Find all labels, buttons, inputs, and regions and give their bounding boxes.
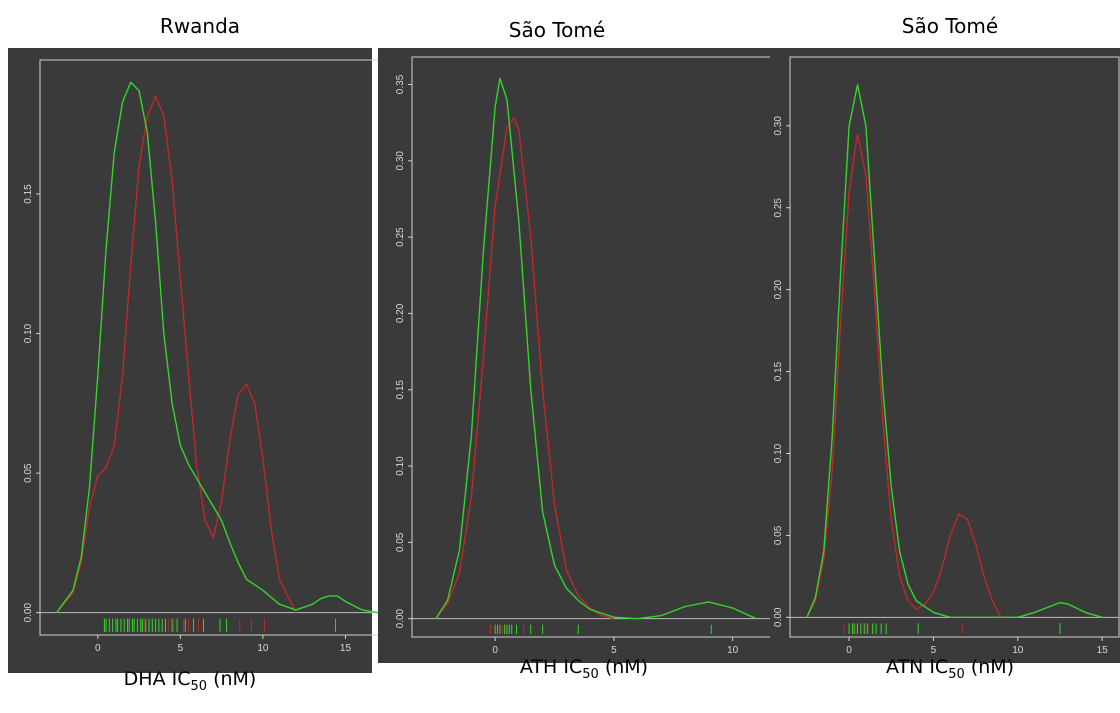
panel-3-y-tick-label: 0.15: [773, 361, 784, 381]
panel-3-x-axis-title: ATN IC50 (nM): [820, 656, 1080, 682]
panel-2-y-tick-label: 0.20: [395, 303, 406, 323]
panel-2-green-density-line: [435, 77, 757, 620]
panel-2: 0.00 0.05 0.10 0.15 0.20 0.25 0.30 0.35 0 5 10: [378, 48, 793, 663]
panel-1-x-tick-label: 15: [340, 643, 352, 654]
panel-2-y-tick-label: 0.30: [395, 151, 406, 171]
panel-3: 0.00 0.05 0.10 0.15 0.20 0.25 0.30 0 5 10 15: [770, 48, 1120, 663]
panel-1-x-title-unit: (nM): [207, 668, 257, 690]
panel-2-x-tick-label: 5: [611, 645, 617, 656]
panel-3-title: São Tomé: [901, 14, 999, 38]
panel-3-x-tick-label: 0: [846, 645, 852, 656]
panel-1-x-tick-label: 5: [178, 643, 184, 654]
panel-2-y-tick-label: 0.25: [395, 227, 406, 247]
panel-1-red-density-line: [55, 95, 297, 614]
panel-3-x-title-unit: (nM): [964, 656, 1015, 678]
panel-1-y-tick-label: 0.00: [23, 603, 34, 623]
panel-2-background: [378, 48, 772, 663]
panel-2-y-tick-label: 0.05: [395, 532, 406, 552]
panel-1-background: [8, 48, 372, 673]
panel-3-y-tick-label: 0.30: [773, 116, 784, 136]
panel-2-x-title-unit: (nM): [598, 656, 649, 678]
panel-1-green-density-line: [55, 81, 379, 614]
panel-1-x-tick-label: 0: [95, 643, 101, 654]
panel-1-x-title-main: DHA IC: [123, 668, 191, 690]
panel-2-x-tick-label: 0: [492, 645, 498, 656]
panel-3-x-title-main: ATN IC: [885, 656, 949, 678]
panel-2-red-density-line: [435, 117, 615, 620]
panel-2-y-tick-label: 0.00: [395, 609, 406, 629]
panel-2-x-axis-title: ATH IC50 (nM): [454, 656, 714, 682]
panel-3-y-tick-label: 0.00: [773, 607, 784, 627]
panel-3-y-tick-label: 0.05: [773, 525, 784, 545]
panel-1-x-axis-title: DHA IC50 (nM): [60, 668, 320, 694]
panel-3-background: [770, 48, 1120, 663]
panel-1-y-tick-label: 0.15: [23, 184, 34, 204]
panel-3-y-tick-label: 0.10: [773, 443, 784, 463]
panel-1-title: Rwanda: [159, 14, 241, 38]
panel-3-y-tick-label: 0.25: [773, 198, 784, 218]
panel-3-x-tick-label: 5: [931, 645, 937, 656]
panel-3-y-tick-label: 0.20: [773, 279, 784, 299]
panel-2-y-tick-label: 0.10: [395, 456, 406, 476]
panel-1-x-tick-label: 10: [257, 643, 269, 654]
panel-1-y-tick-label: 0.05: [23, 463, 34, 483]
panel-2-x-tick-label: 10: [727, 645, 739, 656]
panel-3-x-tick-label: 10: [1012, 645, 1024, 656]
panel-1: 0.00 0.05 0.10 0.15 0 5 10 15: [8, 48, 396, 673]
panel-2-x-title-sub: 50: [582, 666, 599, 682]
panel-2-x-title-main: ATH IC: [519, 656, 583, 678]
panel-2-title: São Tomé: [508, 18, 606, 42]
panel-3-green-density-line: [806, 84, 1103, 618]
panel-2-y-tick-label: 0.15: [395, 380, 406, 400]
panel-3-plot-frame: [789, 56, 1120, 638]
panel-3-x-tick-label: 15: [1097, 645, 1109, 656]
panel-3-red-density-line: [806, 133, 1002, 618]
panel-1-y-tick-label: 0.10: [23, 323, 34, 343]
panel-3-x-title-sub: 50: [948, 666, 965, 682]
panel-1-x-title-sub: 50: [190, 678, 208, 694]
panel-2-y-tick-label: 0.35: [395, 74, 406, 94]
